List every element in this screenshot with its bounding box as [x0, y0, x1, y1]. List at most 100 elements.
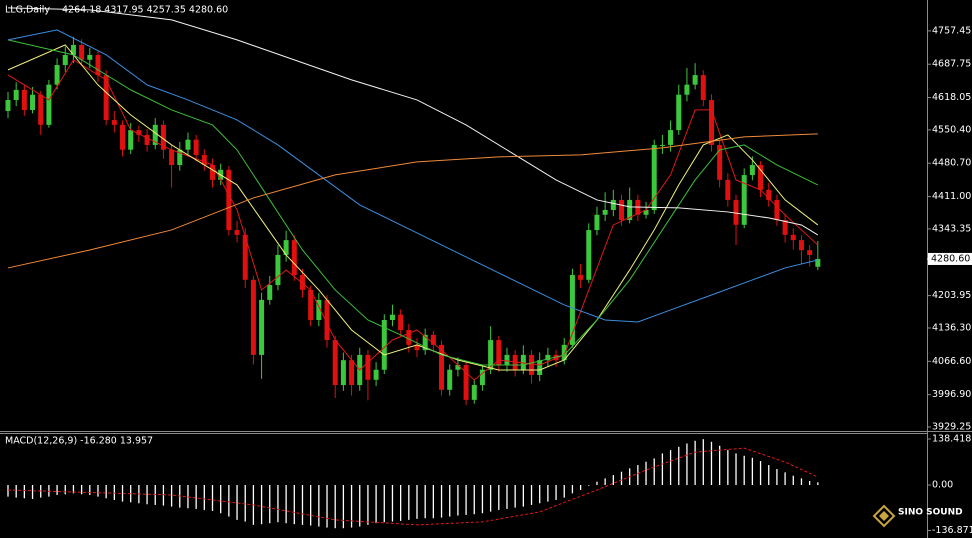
macd-signal-line [7, 447, 819, 526]
candle-body [594, 214, 600, 231]
candle-body [70, 44, 76, 56]
last-price-box [928, 252, 972, 265]
candle-body [798, 240, 804, 251]
candle-body [488, 340, 494, 370]
candle-body [169, 149, 175, 166]
candle-body [46, 84, 52, 125]
candle-body [87, 55, 93, 60]
candle-body [569, 275, 575, 345]
candle-body [471, 385, 477, 400]
y-tick-label: 3996.90 [932, 389, 971, 400]
ohlc-label: 4264.18 4317.95 4257.35 4280.60 [62, 5, 228, 16]
candle-body [463, 364, 469, 400]
candle-body [259, 299, 265, 355]
plot: 4757.45 4687.75 4618.05 4550.40 4480.70 4411.… [5, 7, 972, 536]
y-tick-label: 138.418 [932, 434, 971, 445]
candle-body [725, 179, 731, 200]
candle-body [610, 199, 616, 210]
candle-body [38, 94, 44, 125]
candle-body [619, 199, 624, 221]
y-tick-label: 4343.35 [932, 223, 971, 234]
candle-body [54, 65, 60, 85]
candle-body [62, 55, 68, 66]
moving-average-line [7, 133, 818, 269]
candle-body [201, 154, 207, 166]
candle-body [479, 369, 485, 386]
y-tick-label: 4480.70 [932, 158, 971, 169]
logo-icon [879, 511, 889, 521]
candle-body [749, 165, 755, 176]
candle-body [422, 334, 428, 351]
candle-body [340, 360, 346, 386]
candle-body [447, 369, 453, 390]
candle-body [152, 124, 158, 145]
candle-body [193, 139, 199, 155]
candle-body [741, 175, 747, 225]
candle-body [389, 314, 395, 320]
candle-body [684, 84, 690, 95]
macd-title: MACD(12,26,9) -16.280 13.957 [5, 436, 153, 447]
y-tick-label: 4203.95 [932, 290, 971, 301]
candle-body [520, 354, 526, 370]
candle-body [349, 360, 355, 386]
moving-average-line [7, 39, 819, 366]
candle-body [807, 250, 813, 255]
candle-body [774, 199, 780, 221]
candle-body [430, 334, 436, 345]
candle-body [717, 144, 723, 180]
candle-body [111, 120, 117, 125]
logo: SINO SOUND [872, 504, 963, 528]
y-tick-label: 4550.40 [932, 124, 971, 135]
y-tick-label: -136.871 [932, 525, 972, 536]
y-tick-label: 4411.00 [932, 191, 971, 202]
candle-body [708, 99, 714, 145]
candle-body [5, 99, 11, 111]
candle-body [545, 354, 551, 361]
candle-body [95, 55, 101, 76]
candle-body [299, 275, 305, 290]
candle-body [537, 360, 543, 375]
candle-body [651, 144, 657, 210]
brand: SINO SOUND [898, 508, 963, 518]
moving-average-line [7, 59, 819, 381]
candle-body [659, 144, 665, 146]
candle-body [676, 94, 682, 131]
candle-body [283, 240, 289, 255]
candle-body [185, 139, 191, 150]
candle-body [160, 124, 166, 150]
candle-body [758, 165, 764, 190]
candle-body [144, 134, 150, 145]
candle-body [627, 199, 633, 221]
candle-body [602, 209, 608, 215]
candle-body [177, 149, 183, 166]
candle-body [291, 240, 297, 276]
candle-body [21, 89, 27, 111]
candle-body [578, 275, 584, 280]
candle-body [782, 220, 788, 235]
last-price-label: 4280.60 [931, 253, 970, 264]
candle-body [766, 189, 772, 200]
candle-body [504, 354, 510, 365]
candle-body [234, 230, 240, 235]
candle-body [324, 299, 330, 341]
candle-body [815, 258, 821, 267]
candle-body [308, 289, 314, 320]
moving-average-line [7, 7, 819, 236]
candle-body [643, 209, 649, 215]
candle-body [210, 165, 215, 180]
candle-body [439, 344, 445, 390]
candle-body [332, 340, 338, 386]
y-tick-label: 4757.45 [932, 25, 971, 36]
y-tick-label: 3929.25 [932, 422, 971, 433]
candle-body [79, 44, 85, 60]
candle-body [692, 75, 698, 85]
candle-body [529, 354, 535, 375]
candle-body [668, 130, 674, 145]
candle-body [733, 199, 739, 225]
candle-body [13, 89, 19, 100]
candle-body [136, 130, 142, 135]
candle-body [316, 299, 322, 320]
